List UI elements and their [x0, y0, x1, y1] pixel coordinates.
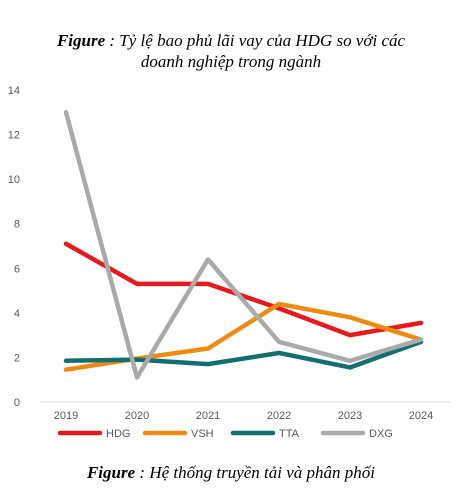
series-line-tta [63, 339, 424, 370]
x-tick-label: 2024 [409, 410, 433, 422]
series-line-hdg [63, 241, 424, 338]
chart-caption: Figure : Tỷ lệ bao phủ lãi vay của HDG s… [0, 30, 462, 72]
y-tick-label: 4 [14, 308, 20, 320]
section-caption-figure-label: Figure [86, 463, 136, 482]
line-chart: 0 2 4 6 8 10 12 14 2019 2020 2021 2022 2023 2024 HDG VS… [8, 85, 450, 440]
caption-text-line2: doanh nghiệp trong ngành [140, 52, 322, 71]
x-tick-label: 2023 [338, 410, 362, 422]
section-caption-text: : Hệ thống truyền tải và phân phối [139, 463, 376, 482]
x-tick-label: 2020 [125, 410, 149, 422]
legend-label-hdg: HDG [106, 428, 130, 440]
y-tick-label: 6 [14, 263, 20, 275]
x-tick-label: 2021 [196, 410, 220, 422]
y-tick-label: 10 [8, 174, 20, 186]
x-tick-label: 2022 [267, 410, 291, 422]
y-tick-label: 12 [8, 130, 20, 142]
legend-label-vsh: VSH [191, 428, 214, 440]
legend-label-tta: TTA [279, 428, 300, 440]
y-tick-label: 0 [14, 397, 20, 409]
chart-legend: HDG VSH TTA DXG [57, 428, 393, 440]
caption-text-line1: : Tỷ lệ bao phủ lãi vay của HDG so với c… [109, 31, 406, 50]
section-caption: Figure : Hệ thống truyền tải và phân phố… [0, 463, 462, 483]
legend-label-dxg: DXG [369, 428, 393, 440]
caption-figure-label: Figure [56, 31, 106, 50]
y-tick-label: 8 [14, 219, 20, 231]
series-line-dxg [63, 110, 424, 380]
x-tick-label: 2019 [54, 410, 78, 422]
y-tick-label: 14 [8, 85, 20, 97]
y-tick-label: 2 [14, 352, 20, 364]
